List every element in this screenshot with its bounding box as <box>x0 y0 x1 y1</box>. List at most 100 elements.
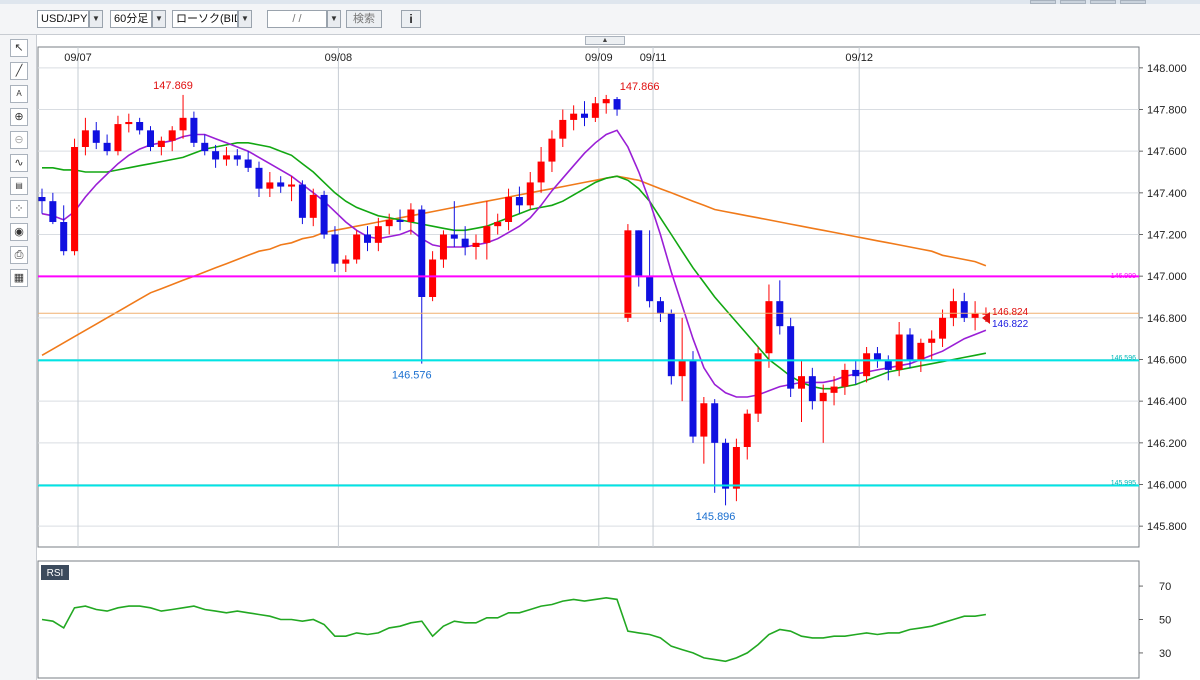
symbol-select[interactable]: USD/JPY <box>37 10 89 28</box>
hline-label-bottom: 145.995 <box>1111 480 1136 487</box>
candle-body <box>179 117 187 131</box>
rsi-layer <box>41 596 987 663</box>
candle-body <box>385 219 393 227</box>
window-close-control[interactable] <box>1120 0 1146 4</box>
candle-body <box>320 194 328 235</box>
candle-body <box>255 167 263 189</box>
settings-dots-icon[interactable]: ⁘ <box>10 200 28 218</box>
info-icon[interactable]: i <box>401 10 421 28</box>
candle-body <box>222 155 230 160</box>
window-restore-control[interactable] <box>1090 0 1116 4</box>
moving-average-layer <box>41 129 987 398</box>
data-table-icon[interactable]: ▤ <box>10 177 28 195</box>
date-label: 09/07 <box>64 52 92 64</box>
price-tick-label: 147.800 <box>1147 105 1187 117</box>
candle-body <box>667 313 675 377</box>
candle-body <box>548 138 556 162</box>
timeframe-dropdown-chevron-icon[interactable]: ▼ <box>152 10 166 28</box>
candle-body <box>917 342 925 360</box>
chart-type-select[interactable]: ローソク(BID) <box>172 10 238 28</box>
candle-body <box>288 184 296 187</box>
candle-body <box>190 117 198 143</box>
candle-body <box>863 353 871 377</box>
main-plot-frame <box>37 46 1140 548</box>
date-label: 09/11 <box>640 52 667 64</box>
candle-body <box>895 334 903 370</box>
candle-body <box>364 234 371 243</box>
candle-body <box>787 326 795 389</box>
candle-body <box>244 159 252 168</box>
zoom-out-icon[interactable]: ⊖ <box>10 131 28 149</box>
date-input[interactable]: / / <box>267 10 327 28</box>
delete-all-tool-icon[interactable]: A <box>10 85 28 103</box>
view-eye-icon[interactable]: ◉ <box>10 223 28 241</box>
candle-body <box>819 392 827 402</box>
candle-body <box>754 353 762 414</box>
candle-body <box>396 219 404 222</box>
print-icon[interactable]: ⎙ <box>10 246 28 264</box>
candle-body <box>722 442 730 489</box>
hline-label-top: 146.999 <box>1111 273 1136 280</box>
candle-body <box>277 182 285 187</box>
candle-body <box>526 182 534 206</box>
extreme-price-annotation: 146.576 <box>392 370 432 382</box>
indicator-chart-icon[interactable]: ∿ <box>10 154 28 172</box>
date-dropdown-chevron-icon[interactable]: ▼ <box>327 10 341 28</box>
current-price-marker-icon <box>982 312 990 324</box>
candle-body <box>49 201 57 222</box>
window-maximize-control[interactable] <box>1060 0 1086 4</box>
candle-body <box>581 113 588 118</box>
search-button[interactable]: 検索 <box>346 10 382 28</box>
candle-body <box>103 142 111 152</box>
window-minimize-control[interactable] <box>1030 0 1056 4</box>
draw-line-tool-icon[interactable]: ╱ <box>10 62 28 80</box>
chart-type-dropdown-chevron-icon[interactable]: ▼ <box>238 10 252 28</box>
candle-body <box>939 317 947 339</box>
candle-body <box>136 122 144 131</box>
rsi-line <box>41 596 987 663</box>
pointer-tool-icon[interactable]: ↖ <box>10 39 28 57</box>
candle-body <box>494 222 502 227</box>
date-axis: 09/07 09/08 09/09 09/11 09/12 <box>64 52 873 64</box>
collapse-chevron-up-icon[interactable]: ▲ <box>585 36 625 45</box>
ma-short-line <box>41 129 987 398</box>
candle-body <box>114 124 122 152</box>
chart-toolbar: USD/JPY ▼ 60分足 ▼ ローソク(BID) ▼ / / ▼ 検索 i <box>0 4 1200 35</box>
rsi-tick-label: 30 <box>1159 648 1171 660</box>
candle-body <box>212 151 220 160</box>
candle-body <box>884 359 892 370</box>
candle-layer <box>38 94 990 506</box>
candle-body <box>798 376 805 389</box>
candle-body <box>559 119 567 139</box>
zoom-in-icon[interactable]: ⊕ <box>10 108 28 126</box>
symbol-dropdown-chevron-icon[interactable]: ▼ <box>89 10 103 28</box>
candle-body <box>331 234 339 264</box>
candle-body <box>60 222 68 252</box>
price-tick-label: 146.800 <box>1147 313 1187 325</box>
candle-body <box>906 334 914 360</box>
candle-body <box>418 209 426 297</box>
candle-body <box>960 301 968 318</box>
extreme-price-annotation: 145.896 <box>696 511 736 523</box>
price-tick-label: 147.400 <box>1147 188 1187 200</box>
price-tick-label: 145.800 <box>1147 521 1187 533</box>
price-tick-label: 146.600 <box>1147 355 1187 367</box>
candle-body <box>656 301 664 314</box>
candle-body <box>429 259 437 297</box>
export-grid-icon[interactable]: ▦ <box>10 269 28 287</box>
candle-body <box>613 99 621 110</box>
window-top-strip <box>0 0 1200 4</box>
current-bid-label: 146.822 <box>992 319 1029 330</box>
candle-body <box>537 161 545 183</box>
candle-body <box>646 276 654 302</box>
candle-body <box>298 184 306 218</box>
candle-body <box>266 182 274 189</box>
candle-body <box>602 99 610 104</box>
candle-body <box>873 353 881 360</box>
timeframe-select[interactable]: 60分足 <box>110 10 152 28</box>
rsi-axis: 70 50 30 <box>1139 581 1171 660</box>
candle-body <box>949 301 957 318</box>
candle-body <box>38 197 46 202</box>
extreme-price-annotation: 147.866 <box>620 81 660 93</box>
